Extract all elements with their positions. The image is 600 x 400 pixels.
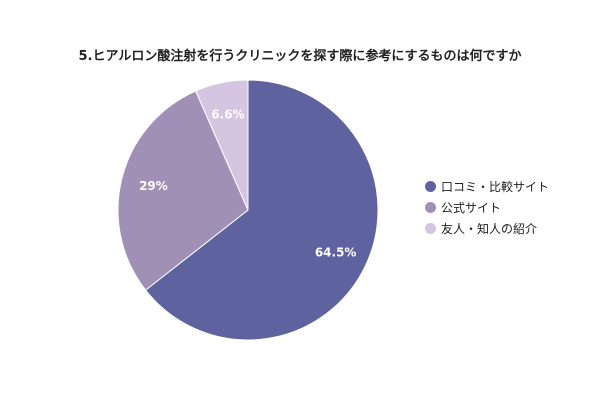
legend-label: 口コミ・比較サイト (441, 180, 550, 194)
legend: 口コミ・比較サイト 公式サイト 友人・知人の紹介 (425, 176, 595, 239)
pie-slice (117, 90, 249, 291)
pie-labels: 64.5% 29% 6.6% (139, 108, 356, 260)
legend-swatch (425, 202, 436, 213)
legend-item: 口コミ・比較サイト (425, 176, 595, 197)
pie-slice (195, 79, 249, 211)
legend-item: 友人・知人の紹介 (425, 218, 595, 239)
pie-slices (117, 79, 379, 341)
legend-item: 公式サイト (425, 197, 595, 218)
slice-value-label: 64.5% (315, 246, 357, 260)
legend-swatch (425, 223, 436, 234)
legend-swatch (425, 181, 436, 192)
pie-slice (144, 79, 379, 341)
chart-title: 5.ヒアルロン酸注射を行うクリニックを探す際に参考にするものは何ですか (78, 49, 522, 64)
legend-label: 公式サイト (441, 201, 502, 215)
slice-value-label: 29% (139, 179, 168, 193)
slice-value-label: 6.6% (211, 108, 244, 122)
legend-label: 友人・知人の紹介 (441, 222, 538, 236)
